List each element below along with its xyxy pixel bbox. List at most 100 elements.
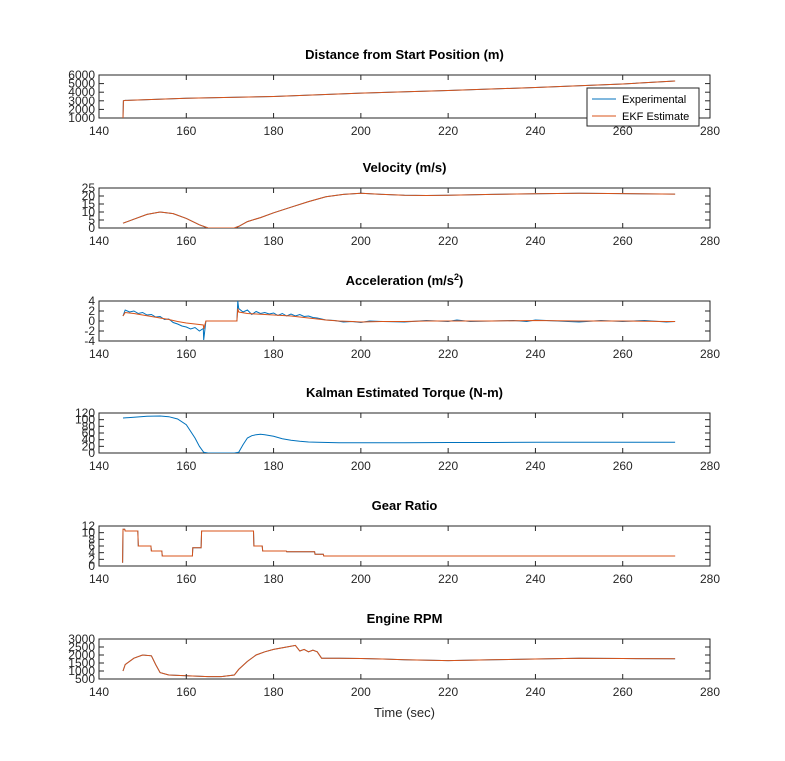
subplot-title-text: Velocity (m/s): [363, 160, 447, 175]
x-tick-label: 180: [264, 459, 284, 473]
y-tick-label: 3000: [68, 94, 95, 108]
y-tick-label: 10: [82, 205, 96, 219]
y-tick-label: 4000: [68, 85, 95, 99]
x-tick-label: 180: [264, 572, 284, 586]
subplot-title: Gear Ratio: [372, 498, 438, 513]
legend-entry: EKF Estimate: [622, 111, 689, 123]
subplot-title-text: Acceleration (m/s: [346, 273, 454, 288]
subplot-title-text: Kalman Estimated Torque (N-m): [306, 385, 503, 400]
x-tick-label: 240: [525, 572, 545, 586]
series-line-ekf-estimate: [122, 192, 676, 228]
x-tick-label: 200: [351, 124, 371, 138]
y-tick-label: 500: [75, 672, 95, 686]
series-line-ekf-estimate: [122, 644, 676, 678]
y-tick-label: 5000: [68, 77, 95, 91]
x-tick-label: 160: [176, 347, 196, 361]
y-tick-label: 1000: [68, 664, 95, 678]
series-group: [122, 415, 676, 453]
x-tick-label: 280: [700, 234, 720, 248]
subplot-title-text: Gear Ratio: [372, 498, 438, 513]
subplot-title-text: Engine RPM: [367, 611, 443, 626]
x-tick-label: 220: [438, 124, 458, 138]
legend: Experimental EKF Estimate: [586, 87, 700, 127]
x-tick-label: 280: [700, 685, 720, 699]
y-tick-label: 1000: [68, 111, 95, 125]
x-tick-label: 140: [89, 459, 109, 473]
y-tick-label: 4: [88, 294, 95, 308]
x-tick-label: 260: [613, 124, 633, 138]
legend-box: [586, 87, 700, 127]
x-tick-label: 200: [351, 347, 371, 361]
x-tick-label: 280: [700, 347, 720, 361]
subplot-3: Acceleration (m/s2)140 160 180 200 220 240 260…: [84, 272, 720, 361]
y-tick-label: 20: [82, 439, 96, 453]
y-tick-label: 12: [82, 519, 96, 533]
series-group: [122, 80, 676, 118]
series-group: [122, 528, 676, 563]
y-tick-label: 10: [82, 526, 96, 540]
subplot-4: Kalman Estimated Torque (N-m) 140 160 180 20…: [75, 385, 720, 473]
series-line-ekf-estimate: [122, 528, 676, 563]
x-tick-label: 260: [613, 347, 633, 361]
subplot-title: Engine RPM: [367, 611, 443, 626]
y-tick-label: 15: [82, 197, 96, 211]
x-tick-label: 220: [438, 572, 458, 586]
axes-box: [98, 412, 711, 454]
x-tick-label: 200: [351, 572, 371, 586]
x-tick-label: 140: [89, 347, 109, 361]
subplot-title: Distance from Start Position (m): [305, 47, 504, 62]
series-group: [122, 644, 676, 678]
y-tick-label: 5: [88, 213, 95, 227]
x-tick-label: 240: [525, 124, 545, 138]
y-tick-label: 2000: [68, 648, 95, 662]
x-tick-label: 280: [700, 572, 720, 586]
y-tick-label: 2: [88, 304, 95, 318]
x-tick-label: 140: [89, 124, 109, 138]
y-tick-label: 25: [82, 181, 96, 195]
y-tick-label: 0: [88, 221, 95, 235]
x-tick-label: 180: [264, 124, 284, 138]
x-tick-label: 160: [176, 685, 196, 699]
x-tick-label: 260: [613, 685, 633, 699]
x-tick-label: 200: [351, 459, 371, 473]
x-tick-label: 220: [438, 234, 458, 248]
x-tick-label: 240: [525, 234, 545, 248]
axes-box: [98, 525, 711, 567]
subplot-2: Velocity (m/s) 140 160 180 200 220 240 260 280 05…: [82, 160, 721, 248]
y-tick-label: -4: [84, 334, 95, 348]
y-tick-label: 2: [88, 552, 95, 566]
x-tick-label: 240: [525, 459, 545, 473]
subplot-title-tail: ): [459, 273, 463, 288]
subplot-title-text: Distance from Start Position (m): [305, 47, 504, 62]
x-tick-label: 280: [700, 124, 720, 138]
y-tick-label: 0: [88, 314, 95, 328]
x-tick-label: 160: [176, 124, 196, 138]
x-tick-label: 160: [176, 572, 196, 586]
y-tick-label: 0: [88, 446, 95, 460]
y-tick-label: 1500: [68, 656, 95, 670]
x-tick-label: 180: [264, 685, 284, 699]
series-group: [122, 192, 676, 228]
y-tick-label: 6000: [68, 68, 95, 82]
x-tick-label: 200: [351, 234, 371, 248]
x-tick-label: 140: [89, 572, 109, 586]
axes-box: [98, 638, 711, 680]
x-tick-label: 260: [613, 459, 633, 473]
x-tick-label: 180: [264, 347, 284, 361]
series-line-experimental: [122, 415, 676, 453]
x-tick-label: 280: [700, 459, 720, 473]
y-tick-label: 4: [88, 546, 95, 560]
subplot-title: Acceleration (m/s2): [346, 272, 464, 288]
x-tick-label: 140: [89, 234, 109, 248]
y-tick-label: -2: [84, 324, 95, 338]
y-tick-label: 60: [82, 426, 96, 440]
x-tick-label: 240: [525, 685, 545, 699]
y-tick-label: 0: [88, 559, 95, 573]
y-tick-label: 2000: [68, 102, 95, 116]
subplot-title: Kalman Estimated Torque (N-m): [306, 385, 503, 400]
y-tick-label: 3000: [68, 632, 95, 646]
series-line-ekf-estimate: [122, 80, 676, 118]
x-tick-label: 220: [438, 685, 458, 699]
y-tick-label: 6: [88, 539, 95, 553]
